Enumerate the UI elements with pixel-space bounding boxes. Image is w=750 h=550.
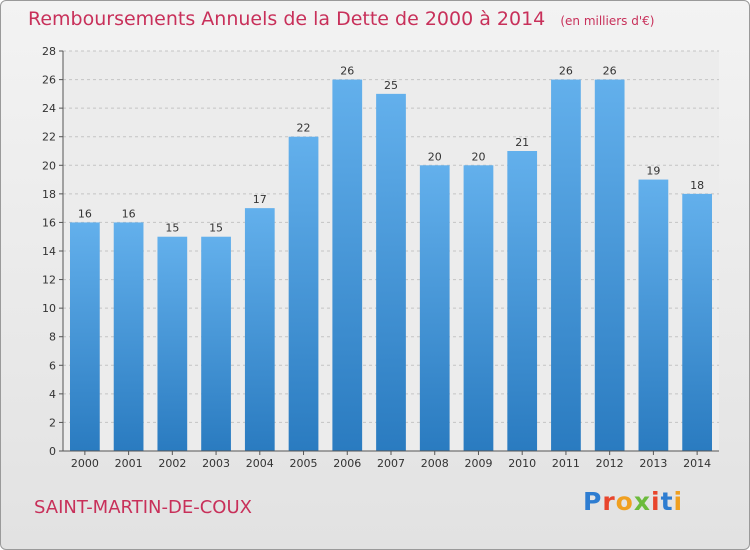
data-label-2013: 19 [646, 165, 660, 178]
bar-2006 [332, 79, 363, 452]
chart-unit: (en milliers d'€) [560, 14, 655, 28]
x-tick-label-2012: 2012 [596, 457, 624, 470]
y-tick-label: 18 [42, 188, 56, 201]
bar-2000 [69, 222, 100, 451]
logo-letter: t [660, 487, 674, 516]
y-tick-label: 28 [42, 45, 56, 58]
bar-2003 [201, 236, 231, 451]
data-label-2003: 15 [209, 222, 223, 235]
bar-2008 [419, 165, 450, 452]
x-tick-label-2001: 2001 [115, 457, 143, 470]
y-tick-label: 10 [42, 302, 56, 315]
data-label-2002: 15 [165, 222, 179, 235]
y-tick-label: 24 [42, 102, 56, 115]
data-label-2008: 20 [428, 150, 442, 163]
x-tick-label-2005: 2005 [290, 457, 318, 470]
x-tick-label-2014: 2014 [683, 457, 711, 470]
y-tick-label: 2 [49, 416, 56, 429]
data-label-2004: 17 [253, 193, 267, 206]
y-tick-label: 14 [42, 245, 56, 258]
bar-2005 [288, 136, 319, 451]
y-tick-label: 22 [42, 131, 56, 144]
bar-2009 [463, 165, 494, 452]
logo-letter: o [615, 487, 634, 516]
y-tick-label: 26 [42, 74, 56, 87]
chart-title-text: Remboursements Annuels de la Dette de 20… [28, 8, 546, 30]
logo-letter: i [651, 487, 661, 516]
bar-2002 [157, 236, 188, 451]
data-label-2006: 26 [340, 65, 354, 78]
label-layer: 16 16 15 15 17 22 26 25 20 20 21 26 26 19 18 [78, 65, 704, 235]
data-label-2010: 21 [515, 136, 529, 149]
x-tick-label-2002: 2002 [158, 457, 186, 470]
y-tick-label: 8 [49, 331, 56, 344]
bar-2001 [113, 222, 144, 451]
data-label-2007: 25 [384, 79, 398, 92]
x-tick-label-2009: 2009 [464, 457, 492, 470]
data-label-2011: 26 [559, 65, 573, 78]
logo-letter: x [633, 487, 651, 516]
y-tick-label: 6 [49, 359, 56, 372]
x-tick-label-2004: 2004 [246, 457, 274, 470]
y-tick-label: 12 [42, 274, 56, 287]
bar-2012 [594, 79, 625, 452]
y-tick-label: 0 [49, 445, 56, 458]
chart-title: Remboursements Annuels de la Dette de 20… [28, 8, 654, 30]
x-tick-label-2010: 2010 [508, 457, 536, 470]
y-tick-label: 16 [42, 216, 56, 229]
data-label-2001: 16 [122, 207, 136, 220]
bar-2007 [376, 93, 406, 451]
bar-2013 [638, 179, 669, 452]
data-label-2012: 26 [603, 65, 617, 78]
x-tick-label-2011: 2011 [552, 457, 580, 470]
x-tick-label-2013: 2013 [639, 457, 667, 470]
x-tick-label-2008: 2008 [421, 457, 449, 470]
commune-name: SAINT-MARTIN-DE-COUX [34, 497, 252, 518]
logo-letter: i [673, 487, 684, 516]
bar-layer [69, 79, 713, 452]
proxiti-logo[interactable]: Proxiti [583, 487, 683, 516]
logo-letter: P [583, 487, 603, 516]
bar-2014 [682, 193, 713, 451]
data-label-2014: 18 [690, 179, 704, 192]
data-label-2005: 22 [297, 122, 311, 135]
data-label-2000: 16 [78, 207, 92, 220]
bar-2011 [551, 79, 581, 452]
logo-letter: r [602, 487, 616, 516]
bar-2010 [507, 151, 538, 451]
data-label-2009: 20 [471, 150, 485, 163]
x-tick-label-2000: 2000 [71, 457, 99, 470]
y-tick-label: 4 [49, 388, 56, 401]
x-tick-label-2006: 2006 [333, 457, 361, 470]
x-tick-label-2007: 2007 [377, 457, 405, 470]
y-tick-label: 20 [42, 159, 56, 172]
bar-2004 [244, 208, 275, 451]
x-tick-label-2003: 2003 [202, 457, 230, 470]
